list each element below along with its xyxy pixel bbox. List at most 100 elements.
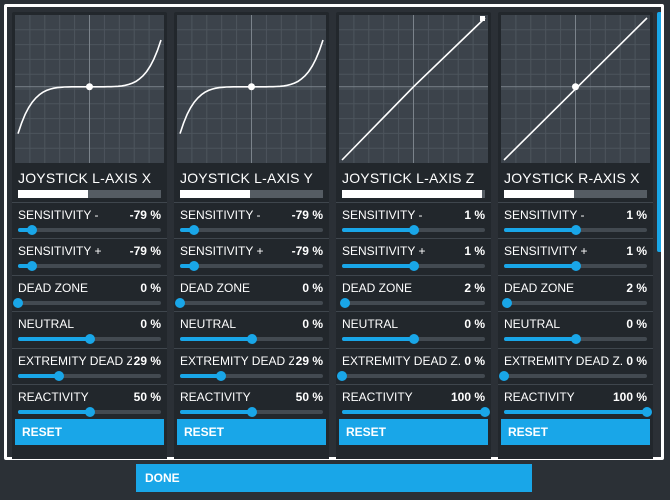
setting-slider[interactable] [504,225,647,235]
setting-row: NEUTRAL 0 % [498,311,653,347]
setting-slider[interactable] [501,298,647,308]
axis-input-level-fill [504,190,575,198]
setting-slider[interactable] [18,334,161,344]
slider-handle[interactable] [27,261,38,271]
setting-value: 50 % [131,390,161,404]
row-divider [498,348,653,349]
slider-fill [504,337,576,341]
setting-row: SENSITIVITY + -79 % [174,238,329,274]
slider-handle[interactable] [84,407,95,417]
slider-handle[interactable] [642,407,652,417]
setting-slider[interactable] [175,298,323,308]
setting-slider[interactable] [499,371,647,381]
setting-row: SENSITIVITY + 1 % [498,238,653,274]
setting-slider[interactable] [180,225,323,235]
slider-handle[interactable] [408,225,419,235]
slider-handle[interactable] [501,298,512,308]
response-curve-plot [177,15,326,163]
setting-label: EXTREMITY DEAD Z... [342,354,468,368]
setting-slider[interactable] [180,407,323,417]
row-divider [498,202,653,203]
vertical-scrollbar[interactable] [657,12,661,252]
done-button[interactable]: DONE [136,464,532,492]
slider-handle[interactable] [216,371,227,381]
row-divider [12,311,167,312]
axis-input-level-bar [18,190,161,198]
setting-slider[interactable] [337,371,485,381]
setting-slider[interactable] [180,371,323,381]
setting-slider[interactable] [18,407,161,417]
slider-handle[interactable] [339,298,350,308]
slider-handle[interactable] [337,371,347,381]
setting-value: 100 % [448,390,485,404]
slider-handle[interactable] [408,261,419,271]
setting-slider[interactable] [504,407,652,417]
slider-handle[interactable] [246,407,257,417]
setting-row: NEUTRAL 0 % [336,311,491,347]
slider-handle[interactable] [570,261,581,271]
setting-slider[interactable] [504,334,647,344]
setting-row: SENSITIVITY - -79 % [174,202,329,238]
row-divider [336,202,491,203]
row-divider [174,311,329,312]
slider-handle[interactable] [246,334,257,344]
setting-slider[interactable] [18,225,161,235]
setting-row: REACTIVITY 50 % [12,384,167,420]
row-divider [498,275,653,276]
reset-button[interactable]: RESET [177,419,326,445]
setting-slider[interactable] [342,225,485,235]
slider-handle[interactable] [54,371,65,381]
slider-handle[interactable] [189,225,200,235]
reset-button[interactable]: RESET [339,419,488,445]
setting-slider[interactable] [504,261,647,271]
slider-handle[interactable] [13,298,23,308]
slider-handle[interactable] [408,334,419,344]
slider-handle[interactable] [570,334,581,344]
slider-handle[interactable] [570,225,581,235]
setting-slider[interactable] [339,298,485,308]
setting-slider[interactable] [342,407,490,417]
setting-slider[interactable] [18,371,161,381]
setting-label: SENSITIVITY + [18,244,102,258]
slider-handle[interactable] [189,261,200,271]
slider-handle[interactable] [175,298,185,308]
response-curve-plot [501,15,650,163]
setting-slider[interactable] [18,261,161,271]
slider-fill [18,410,90,414]
setting-slider[interactable] [13,298,161,308]
setting-slider[interactable] [342,261,485,271]
axis-panel: JOYSTICK L-AXIS Y SENSITIVITY - -79 % SENSI… [174,12,329,452]
setting-slider[interactable] [180,334,323,344]
setting-value: 0 % [624,354,647,368]
setting-value: 50 % [293,390,323,404]
setting-label: REACTIVITY [180,390,251,404]
setting-label: NEUTRAL [342,317,399,331]
slider-fill [18,228,33,232]
setting-slider[interactable] [180,261,323,271]
row-divider [498,311,653,312]
response-curve-graph [15,15,164,163]
setting-value: 29 % [293,354,323,368]
axis-title: JOYSTICK L-AXIS Y [180,170,314,186]
reset-button[interactable]: RESET [501,419,650,445]
setting-row: EXTREMITY DEAD Z... 0 % [498,348,653,384]
slider-fill [342,264,414,268]
response-curve-plot [15,15,164,163]
setting-label: SENSITIVITY - [504,208,585,222]
slider-fill [342,228,414,232]
slider-fill [180,228,195,232]
next-row-panel-stub [336,451,491,459]
next-row-panel-stub [12,451,167,459]
reset-button[interactable]: RESET [15,419,164,445]
setting-value: 0 % [138,317,161,331]
response-curve-graph [501,15,650,163]
setting-slider[interactable] [342,334,485,344]
slider-handle[interactable] [499,371,509,381]
row-divider [12,384,167,385]
slider-handle[interactable] [480,407,490,417]
slider-handle[interactable] [27,225,38,235]
row-divider [12,238,167,239]
slider-handle[interactable] [84,334,95,344]
setting-label: EXTREMITY DEAD Z... [18,354,144,368]
setting-row: DEAD ZONE 0 % [12,275,167,311]
